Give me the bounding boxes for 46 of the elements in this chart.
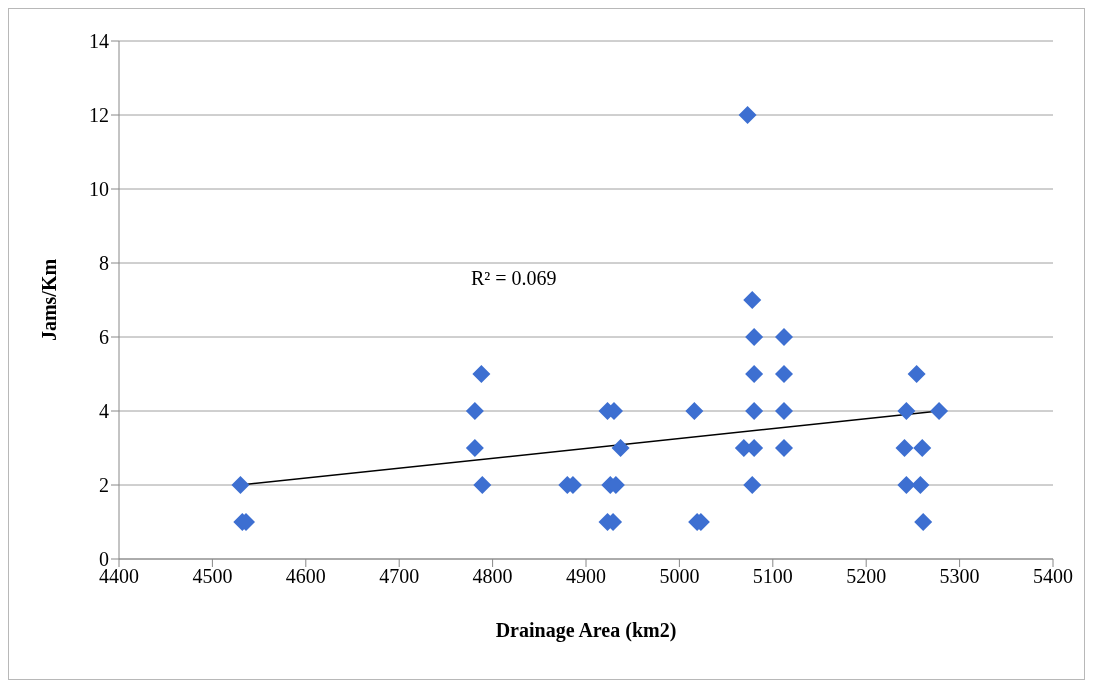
x-tick-label: 4600 — [285, 565, 326, 588]
x-tick-label: 5200 — [846, 565, 887, 588]
x-tick-label: 4400 — [99, 565, 139, 588]
point — [775, 328, 794, 346]
y-tick-label: 10 — [89, 178, 109, 201]
annotation: R² = 0.069 — [471, 267, 557, 290]
point — [897, 402, 916, 420]
x-tick-label: 4700 — [379, 565, 420, 588]
y-tick-label: 2 — [99, 474, 109, 497]
x-tick-label: 5300 — [939, 565, 980, 588]
point — [775, 439, 794, 457]
y-tick-label: 8 — [99, 252, 109, 275]
point — [907, 365, 926, 383]
point — [738, 106, 757, 124]
point — [745, 365, 764, 383]
x-tick-label: 5000 — [659, 565, 700, 588]
point — [472, 365, 491, 383]
point — [745, 328, 764, 346]
x-tick-label: 5400 — [1033, 565, 1073, 588]
y-tick-label: 6 — [99, 326, 109, 349]
x-axis-title: Drainage Area (km2) — [495, 619, 677, 642]
point — [611, 439, 630, 457]
point — [930, 402, 949, 420]
x-tick-label: 4900 — [566, 565, 606, 588]
point — [775, 365, 794, 383]
x-tick-label: 4800 — [472, 565, 513, 588]
point — [743, 476, 762, 494]
point — [745, 402, 764, 420]
point — [465, 439, 484, 457]
point — [743, 291, 762, 309]
point — [914, 513, 933, 531]
point — [895, 439, 914, 457]
point — [913, 439, 932, 457]
point — [897, 476, 916, 494]
point — [911, 476, 930, 494]
y-axis-title: Jams/Km — [38, 258, 61, 342]
y-tick-label: 4 — [99, 400, 109, 423]
point — [473, 476, 492, 494]
point — [465, 402, 484, 420]
point — [231, 476, 250, 494]
y-tick-label: 12 — [89, 104, 109, 127]
x-tick-label: 5100 — [752, 565, 793, 588]
y-tick-label: 14 — [89, 30, 109, 53]
point — [775, 402, 794, 420]
point — [685, 402, 704, 420]
x-tick-label: 4500 — [192, 565, 233, 588]
